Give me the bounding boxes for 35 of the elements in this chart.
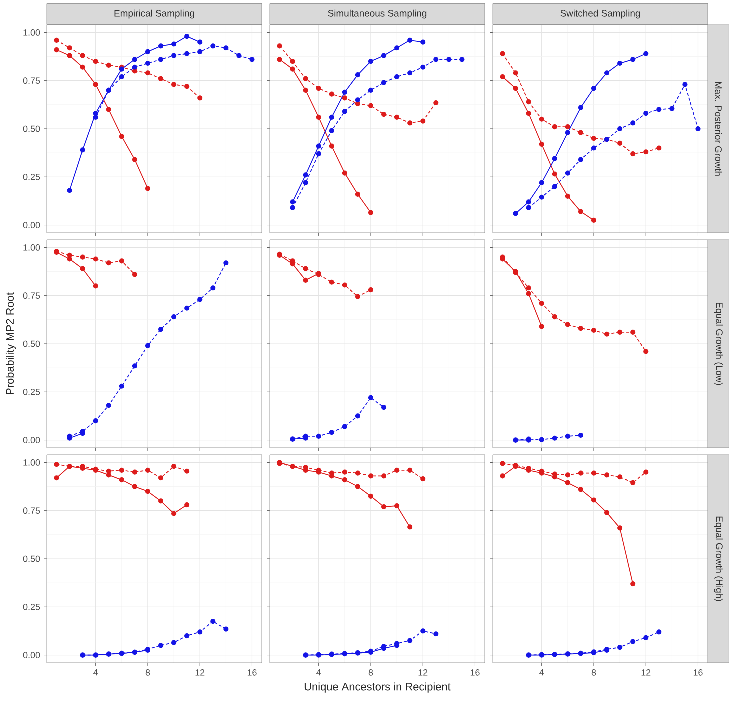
y-tick-label: 0.75 [23,508,40,514]
y-tick-label: 0.00 [23,222,40,228]
x-tick-label: 12 [418,670,428,676]
y-tick-label: 1.00 [24,244,40,251]
x-tick-label: 16 [248,670,257,676]
y-tick-label: 1.00 [24,30,40,36]
x-tick-label: 12 [642,670,651,676]
y-tick-label: 0.75 [23,78,40,84]
x-tick-label: 12 [196,670,205,676]
x-tick-label: 8 [368,670,374,676]
y-axis-title: Probability MP2 Root [6,292,16,395]
x-tick-label: 4 [94,670,98,676]
y-tick-label: 0.75 [23,292,40,300]
y-tick-label: 1.00 [24,460,40,466]
y2-axis-title: Equal Growth (High) [714,516,724,602]
y-tick-label: 0.50 [23,126,40,132]
y-tick-label: 0.25 [23,388,40,396]
y2-axis-title: Equal Growth (Low) [714,302,724,386]
x-axis-title: Unique Ancestors in Recipient [304,682,451,693]
x-tick-label: 8 [592,670,596,676]
y-tick-label: 0.25 [23,174,40,180]
x-tick-label: 4 [316,670,322,676]
y-tick-label: 0.50 [23,556,40,562]
y-tick-label: 0.00 [23,652,40,658]
x-tick-label: 4 [540,670,544,676]
chart-title: Switched Sampling [560,10,640,19]
x-tick-label: 16 [694,670,703,676]
y-tick-label: 0.25 [23,604,40,610]
y-tick-label: 0.00 [23,437,40,444]
x-tick-label: 8 [146,670,150,676]
chart-title: Simultaneous Sampling [328,10,427,19]
y2-axis-title: Max. Posterior Growth [715,82,722,176]
chart-title: Empirical Sampling [114,10,194,19]
x-tick-label: 16 [470,670,480,676]
y-tick-label: 0.50 [23,340,40,348]
